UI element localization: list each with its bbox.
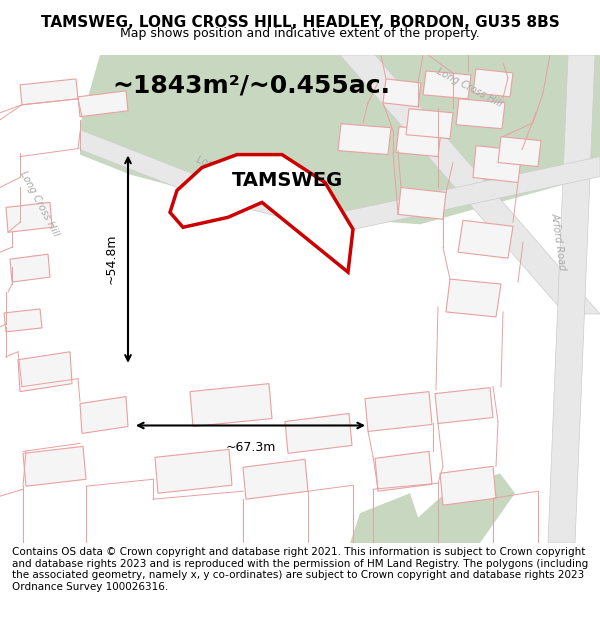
- Polygon shape: [440, 466, 496, 505]
- Polygon shape: [340, 55, 600, 314]
- Polygon shape: [80, 55, 600, 224]
- Text: TAMSWEG, LONG CROSS HILL, HEADLEY, BORDON, GU35 8BS: TAMSWEG, LONG CROSS HILL, HEADLEY, BORDO…: [41, 16, 559, 31]
- Polygon shape: [6, 202, 52, 232]
- Polygon shape: [78, 91, 128, 117]
- Polygon shape: [398, 188, 446, 219]
- Text: Long Cross Hill: Long Cross Hill: [18, 169, 61, 238]
- Polygon shape: [383, 79, 421, 107]
- Text: Arford Road: Arford Road: [550, 212, 568, 271]
- Text: Long Cross Hill: Long Cross Hill: [195, 154, 266, 189]
- Polygon shape: [406, 109, 453, 139]
- Text: Contains OS data © Crown copyright and database right 2021. This information is : Contains OS data © Crown copyright and d…: [12, 547, 588, 592]
- Text: Map shows position and indicative extent of the property.: Map shows position and indicative extent…: [120, 27, 480, 39]
- Polygon shape: [20, 79, 78, 105]
- Polygon shape: [350, 493, 420, 543]
- Polygon shape: [423, 71, 471, 99]
- Polygon shape: [4, 309, 42, 332]
- Polygon shape: [473, 69, 513, 97]
- Text: TAMSWEG: TAMSWEG: [232, 171, 344, 191]
- Polygon shape: [23, 446, 86, 486]
- Polygon shape: [155, 449, 232, 493]
- Polygon shape: [18, 352, 72, 392]
- Polygon shape: [10, 254, 50, 282]
- Polygon shape: [338, 124, 391, 154]
- Text: ~67.3m: ~67.3m: [226, 441, 275, 454]
- Polygon shape: [396, 127, 441, 157]
- Polygon shape: [548, 55, 595, 543]
- Polygon shape: [446, 279, 501, 317]
- Polygon shape: [390, 473, 515, 543]
- Polygon shape: [365, 392, 432, 431]
- Polygon shape: [285, 414, 352, 453]
- Text: ~1843m²/~0.455ac.: ~1843m²/~0.455ac.: [112, 74, 390, 98]
- Polygon shape: [498, 137, 541, 166]
- Polygon shape: [243, 459, 308, 499]
- Polygon shape: [170, 154, 353, 272]
- Polygon shape: [190, 384, 272, 426]
- Polygon shape: [435, 388, 493, 424]
- Polygon shape: [80, 130, 600, 232]
- Text: Long Cross Hill: Long Cross Hill: [435, 66, 504, 109]
- Polygon shape: [473, 146, 522, 182]
- Polygon shape: [375, 451, 432, 491]
- Polygon shape: [458, 221, 513, 258]
- Polygon shape: [80, 397, 128, 434]
- Polygon shape: [456, 99, 505, 129]
- Text: ~54.8m: ~54.8m: [105, 234, 118, 284]
